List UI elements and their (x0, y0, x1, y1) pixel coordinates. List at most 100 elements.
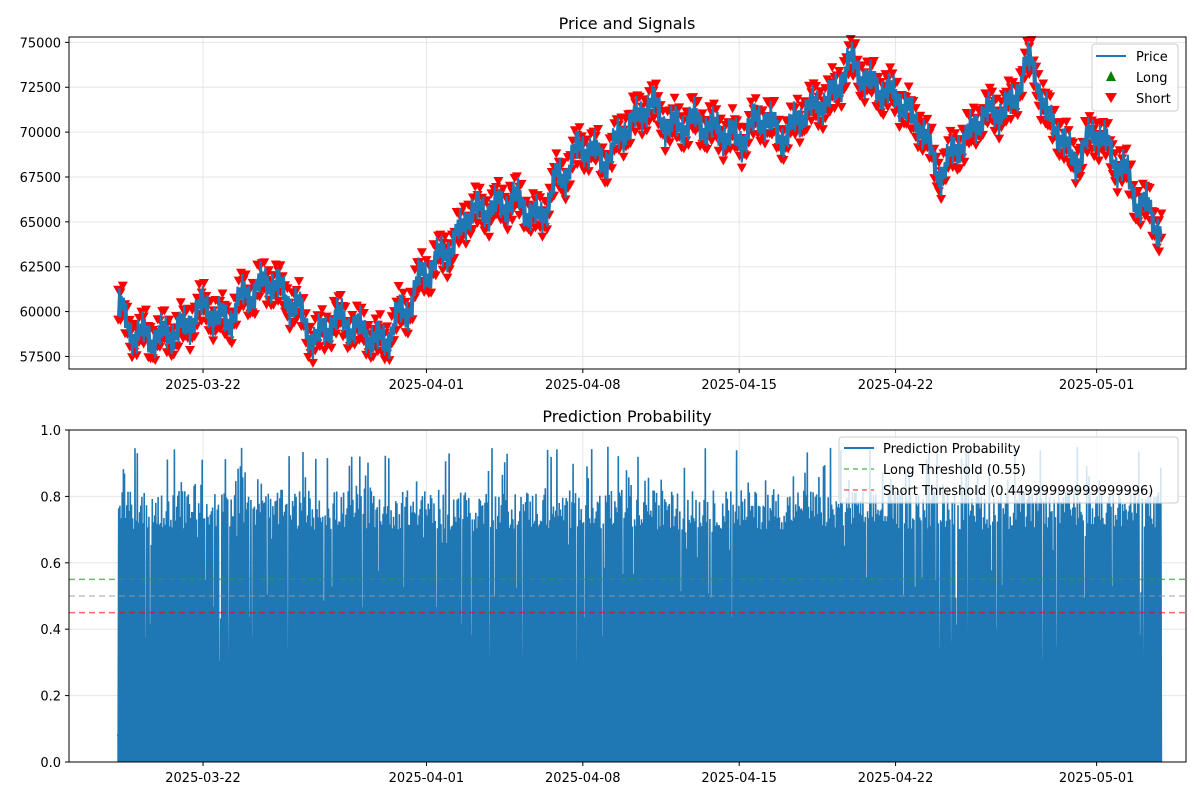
short-marker (249, 310, 260, 320)
short-marker (1156, 209, 1167, 219)
short-marker (618, 152, 629, 162)
short-marker (317, 305, 328, 315)
short-marker (970, 141, 981, 151)
short-marker (1135, 220, 1146, 230)
probability-y-tick-label: 1.0 (40, 424, 61, 439)
short-threshold-legend-label: Short Threshold (0.44999999999999996) (883, 484, 1153, 499)
short-marker (1070, 179, 1081, 189)
short-marker (630, 127, 641, 137)
short-marker (708, 99, 719, 109)
short-marker (806, 116, 817, 126)
short-marker (474, 183, 485, 193)
short-marker (625, 138, 636, 148)
probability-y-tick-label: 0.4 (40, 623, 61, 638)
short-marker (1012, 111, 1023, 121)
probability-legend-label: Prediction Probability (883, 442, 1021, 457)
short-marker (537, 232, 548, 242)
price-y-tick-label: 72500 (20, 81, 61, 96)
probability-x-tick-label: 2025-03-22 (165, 771, 241, 786)
probability-x-tick-label: 2025-04-22 (858, 771, 934, 786)
short-marker (402, 329, 413, 339)
short-marker (792, 94, 803, 104)
short-marker (868, 56, 879, 66)
short-marker (398, 288, 409, 298)
short-marker (688, 93, 699, 103)
price-y-tick-label: 70000 (20, 126, 61, 141)
price-x-tick-label: 2025-05-01 (1059, 378, 1135, 393)
probability-panel: Prediction Probability 2025-03-22 2025-04… (40, 407, 1187, 786)
probability-legend-box (838, 436, 1179, 504)
short-marker (706, 136, 717, 146)
short-marker (314, 342, 325, 352)
short-marker (150, 356, 161, 366)
short-marker (226, 339, 237, 349)
price-y-tick-label: 65000 (20, 216, 61, 231)
short-triangle-icon (1105, 93, 1117, 103)
price-x-tick-label: 2025-04-15 (701, 378, 777, 393)
short-marker (1154, 216, 1165, 226)
short-marker (117, 281, 128, 291)
price-x-tick-label: 2025-04-08 (545, 378, 621, 393)
short-marker (1061, 117, 1072, 127)
short-marker (131, 351, 142, 361)
short-marker (1038, 79, 1049, 89)
price-legend: Price Long Short (1091, 43, 1179, 112)
short-marker (1154, 247, 1165, 257)
short-marker (498, 184, 509, 194)
price-legend-label-long: Long (1136, 71, 1167, 86)
short-marker (794, 138, 805, 148)
long-triangle-icon (1106, 71, 1116, 81)
short-marker (560, 195, 571, 205)
probability-y-tick-label: 0.0 (40, 756, 61, 771)
short-marker (551, 149, 562, 159)
short-marker (511, 172, 522, 182)
short-marker (718, 156, 729, 166)
probability-x-tick-label: 2025-04-15 (701, 771, 777, 786)
short-marker (154, 342, 165, 352)
long-threshold-legend-label: Long Threshold (0.55) (883, 463, 1026, 478)
short-marker (1075, 172, 1086, 182)
price-chart-title: Price and Signals (559, 14, 696, 33)
short-marker (810, 82, 821, 92)
short-marker (887, 69, 898, 79)
short-marker (859, 98, 870, 108)
short-marker (824, 107, 835, 117)
short-marker (634, 92, 645, 102)
prediction-probability-line (117, 446, 1163, 763)
short-marker (254, 292, 265, 302)
short-marker (790, 130, 801, 140)
short-marker (769, 96, 780, 106)
short-marker (384, 356, 395, 366)
short-marker (778, 155, 789, 165)
short-marker (185, 346, 196, 356)
short-marker (637, 130, 648, 140)
probability-x-axis: 2025-03-22 2025-04-01 2025-04-08 2025-04-15… (165, 762, 1134, 786)
short-marker (326, 343, 337, 353)
short-marker (335, 291, 346, 301)
short-marker (759, 139, 770, 149)
short-marker (885, 63, 896, 73)
price-y-tick-label: 57500 (20, 350, 61, 365)
short-marker (950, 129, 961, 139)
short-marker (827, 63, 838, 73)
short-marker (140, 305, 151, 315)
short-marker (349, 340, 360, 350)
short-marker (502, 225, 513, 235)
short-marker (746, 97, 757, 107)
short-marker (1026, 36, 1037, 46)
short-marker (173, 342, 184, 352)
probability-x-tick-label: 2025-04-08 (545, 771, 621, 786)
short-marker (460, 239, 471, 249)
short-marker (215, 324, 226, 334)
short-marker (606, 164, 617, 174)
short-marker (903, 82, 914, 92)
short-marker (1059, 155, 1070, 165)
short-marker (583, 167, 594, 177)
short-marker (880, 70, 891, 80)
probability-y-tick-label: 0.8 (40, 490, 61, 505)
short-marker (331, 329, 342, 339)
short-marker (641, 126, 652, 136)
short-marker (702, 145, 713, 155)
short-marker (293, 277, 304, 287)
